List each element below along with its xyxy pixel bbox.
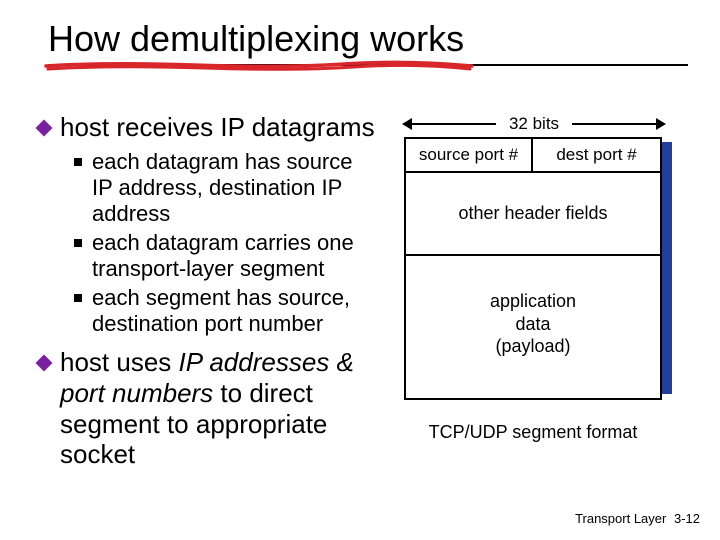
segment-box: source port # dest port # other header f… [404,137,662,400]
bullet-1-text: host receives IP datagrams [60,112,375,143]
sub-item: each segment has source, destination por… [74,285,378,338]
arrow-line [404,123,496,125]
slide-title: How demultiplexing works [48,18,688,66]
sub-item: each datagram has source IP address, des… [74,149,378,228]
segment-payload-row: application data (payload) [406,256,660,398]
sub-item-text: each datagram has source IP address, des… [92,149,378,228]
bullet-2: host uses IP addresses & port numbers to… [38,347,378,470]
sub-list-1: each datagram has source IP address, des… [74,149,378,338]
bullet-2-text: host uses IP addresses & port numbers to… [60,347,378,470]
diamond-bullet-icon [36,355,53,372]
other-fields-cell: other header fields [406,173,660,254]
diamond-bullet-icon [36,120,53,137]
segment-caption: TCP/UDP segment format [404,422,662,443]
arrow-line [572,123,664,125]
square-bullet-icon [74,158,82,166]
title-red-underline [44,60,474,72]
sub-item-text: each segment has source, destination por… [92,285,378,338]
segment-other-row: other header fields [406,173,660,256]
dest-port-cell: dest port # [533,139,660,171]
sub-item: each datagram carries one transport-laye… [74,230,378,283]
width-label: 32 bits [505,114,563,134]
square-bullet-icon [74,239,82,247]
square-bullet-icon [74,294,82,302]
slide-footer: Transport Layer 3-12 [575,511,700,526]
slide-title-block: How demultiplexing works [48,18,688,66]
right-column: 32 bits source port # dest port # other … [392,112,692,136]
footer-chapter: Transport Layer [575,511,666,526]
bullet-2-pre: host uses [60,347,179,377]
arrow-right-icon [656,118,666,130]
source-port-cell: source port # [406,139,533,171]
sub-item-text: each datagram carries one transport-laye… [92,230,378,283]
bullet-1: host receives IP datagrams [38,112,378,143]
width-indicator: 32 bits [404,112,664,136]
segment-header-row: source port # dest port # [406,139,660,173]
left-column: host receives IP datagrams each datagram… [38,112,378,476]
footer-page: 3-12 [674,511,700,526]
payload-cell: application data (payload) [406,256,660,398]
